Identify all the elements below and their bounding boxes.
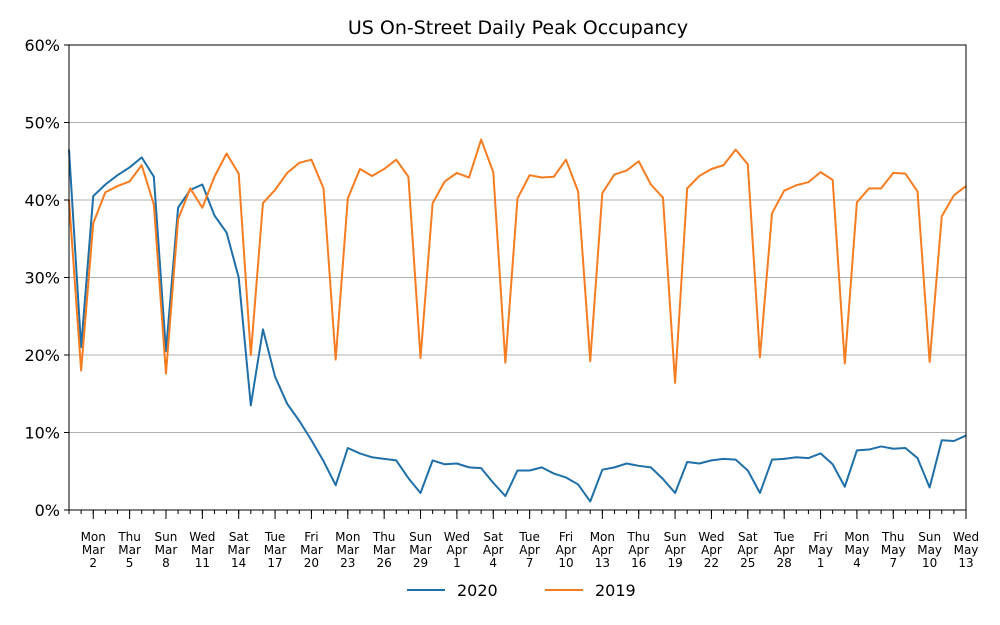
x-tick-label: Thu Mar 5 bbox=[117, 530, 141, 570]
x-tick-label: Sun May 10 bbox=[917, 530, 942, 570]
x-tick-label: Sat Mar 14 bbox=[227, 530, 250, 570]
y-tick-label: 30% bbox=[24, 269, 60, 288]
legend: 2020 2019 bbox=[407, 581, 636, 600]
y-tick-label: 40% bbox=[24, 191, 60, 210]
x-tick-label: Thu May 7 bbox=[881, 530, 906, 570]
x-tick-label: Fri Mar 20 bbox=[300, 530, 323, 570]
x-tick-label: Tue Apr 7 bbox=[518, 530, 540, 570]
gridlines bbox=[69, 122, 966, 433]
x-tick-label: Wed Mar 11 bbox=[189, 530, 215, 570]
x-tick-label: Tue Apr 28 bbox=[773, 530, 795, 570]
x-tick-label: Mon Mar 23 bbox=[335, 530, 360, 570]
y-tick-label: 60% bbox=[24, 36, 60, 55]
y-tick-label: 0% bbox=[35, 501, 60, 520]
x-tick-label: Mon May 4 bbox=[844, 530, 869, 570]
y-axis-ticks: 0% 10% 20% 30% 40% 50% 60% bbox=[24, 36, 69, 520]
x-tick-label: Sun Apr 19 bbox=[664, 530, 687, 570]
x-tick-label: Sat Apr 4 bbox=[483, 530, 504, 570]
x-tick-label: Sat Apr 25 bbox=[737, 530, 758, 570]
x-tick-label: Wed Apr 1 bbox=[444, 530, 470, 570]
y-tick-label: 20% bbox=[24, 346, 60, 365]
x-tick-label: Wed Apr 22 bbox=[698, 530, 724, 570]
legend-label-2019: 2019 bbox=[595, 581, 636, 600]
series-line-2019 bbox=[68, 138, 967, 384]
x-tick-label: Fri May 1 bbox=[808, 530, 833, 570]
x-tick-label: Fri Apr 10 bbox=[556, 530, 577, 570]
x-tick-label: Wed May 13 bbox=[953, 530, 979, 570]
series-lines bbox=[68, 138, 967, 503]
x-tick-label: Tue Mar 17 bbox=[264, 530, 287, 570]
y-tick-label: 50% bbox=[24, 114, 60, 133]
legend-label-2020: 2020 bbox=[457, 581, 498, 600]
x-axis-ticks: Mon Mar 2 Thu Mar 5 Sun Mar 8 Wed Mar 11 Sat Mar 14 Tue… bbox=[68, 510, 979, 570]
y-tick-label: 10% bbox=[24, 424, 60, 443]
x-tick-label: Sun Mar 8 bbox=[155, 530, 178, 570]
x-tick-label: Thu Apr 16 bbox=[626, 530, 650, 570]
chart-title: US On-Street Daily Peak Occupancy bbox=[348, 17, 688, 39]
series-line-2020 bbox=[68, 149, 967, 503]
x-tick-label: Thu Mar 26 bbox=[372, 530, 396, 570]
x-tick-label: Mon Mar 2 bbox=[81, 530, 106, 570]
x-tick-label: Sun Mar 29 bbox=[409, 530, 432, 570]
x-tick-label: Mon Apr 13 bbox=[590, 530, 615, 570]
